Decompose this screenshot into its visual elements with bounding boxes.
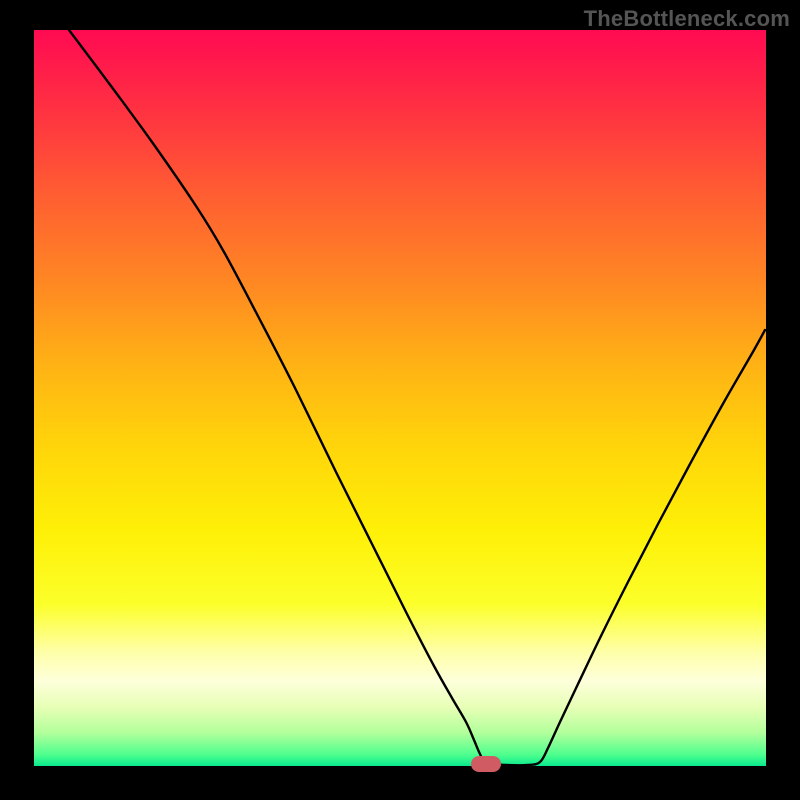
bottleneck-chart — [0, 0, 800, 800]
plot-area — [34, 30, 766, 766]
optimal-marker — [471, 756, 501, 772]
watermark-text: TheBottleneck.com — [584, 6, 790, 32]
